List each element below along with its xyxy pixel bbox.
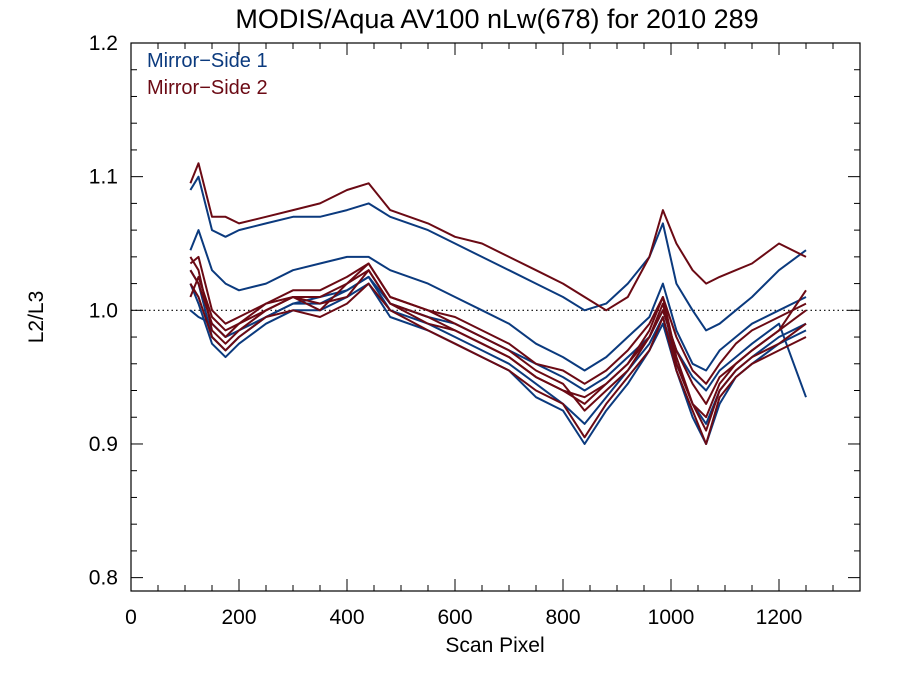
x-tick-label: 800 [545,606,580,629]
series-2-line-5 [189,269,807,405]
series-1-line-1 [189,175,807,332]
series-2-line-4 [189,282,807,445]
chart-title: MODIS/Aqua AV100 nLw(678) for 2010 289 [235,4,758,34]
y-tick-label: 1.1 [89,166,118,189]
legend-mirror-side-1: Mirror−Side 1 [147,50,268,72]
x-tick-label: 0 [125,606,137,629]
y-tick-label: 0.9 [89,433,118,456]
x-axis-label: Scan Pixel [445,634,544,657]
y-axis-label: L2/L3 [25,291,48,344]
legend-mirror-side-2: Mirror−Side 2 [147,77,268,99]
y-tick-label: 1.2 [89,32,118,55]
x-tick-label: 1000 [648,606,695,629]
x-tick-label: 400 [329,606,364,629]
series-1-line-2 [189,229,807,372]
series-2-line-3 [189,262,807,432]
series-2-line-1 [189,162,807,312]
series-2-line-6 [189,255,807,385]
y-tick-label: 0.8 [89,567,118,590]
x-tick-label: 1200 [756,606,803,629]
plot-frame [130,42,861,592]
x-tick-label: 200 [221,606,256,629]
y-tick-label: 1.0 [89,299,118,322]
x-tick-label: 600 [437,606,472,629]
